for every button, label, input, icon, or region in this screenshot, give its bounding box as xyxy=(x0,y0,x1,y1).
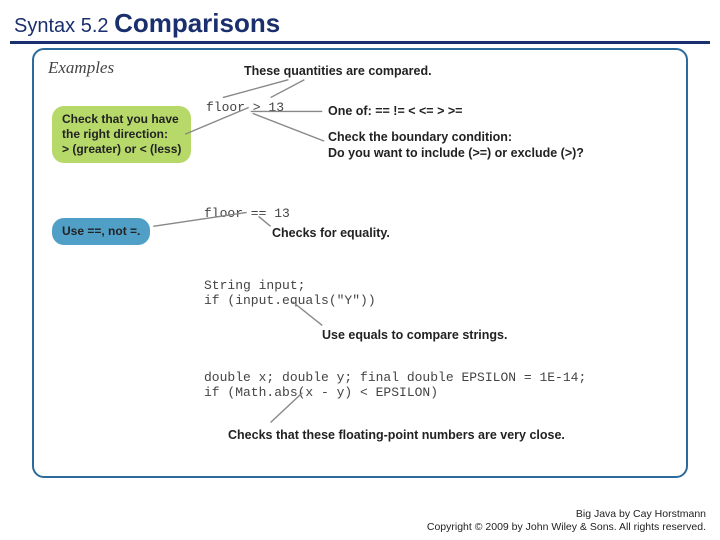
annot-checks-eq: Checks for equality. xyxy=(272,226,390,242)
diagram-panel: Examples These quantities are compared. … xyxy=(32,48,688,478)
code-floor-gt: floor > 13 xyxy=(206,100,284,115)
title-bar: Syntax 5.2 Comparisons xyxy=(0,0,720,41)
footer-line2: Copyright © 2009 by John Wiley & Sons. A… xyxy=(427,521,706,534)
title-main: Comparisons xyxy=(114,8,280,38)
callout-useeq: Use ==, not =. xyxy=(52,218,150,245)
code-floor-eq: floor == 13 xyxy=(204,206,290,221)
code-string: String input; if (input.equals("Y")) xyxy=(204,278,376,308)
code-double: double x; double y; final double EPSILON… xyxy=(204,370,586,400)
callout-direction: Check that you have the right direction:… xyxy=(52,106,191,163)
annot-boundary: Check the boundary condition: Do you wan… xyxy=(328,130,584,161)
annot-compared: These quantities are compared. xyxy=(244,64,432,80)
annot-floating: Checks that these floating-point numbers… xyxy=(228,428,565,444)
examples-label: Examples xyxy=(48,58,114,78)
footer-line1: Big Java by Cay Horstmann xyxy=(427,508,706,521)
title-underline xyxy=(10,41,710,44)
annot-use-equals: Use equals to compare strings. xyxy=(322,328,507,344)
footer: Big Java by Cay Horstmann Copyright © 20… xyxy=(427,508,706,534)
annot-oneof: One of: == != < <= > >= xyxy=(328,104,462,120)
title-prefix: Syntax 5.2 xyxy=(14,15,114,37)
